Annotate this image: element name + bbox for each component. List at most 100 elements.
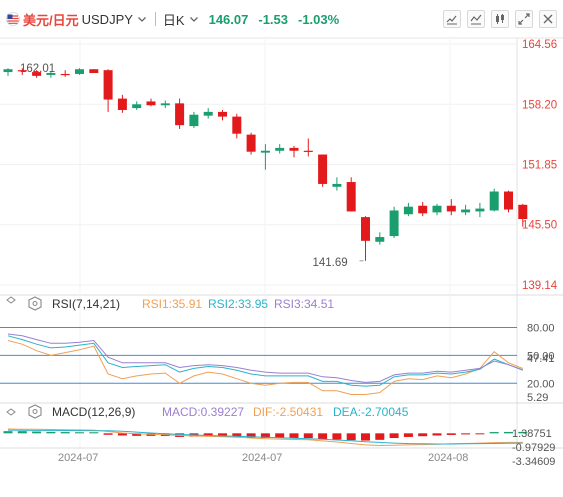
macd-bar [218,433,227,437]
macd-bar [375,433,385,440]
macd-bar [46,431,56,434]
macd-bar [504,431,513,434]
price-tick-label: 139.14 [522,280,558,292]
pair-name-cn[interactable]: 美元/日元 [23,12,79,28]
fullscreen-icon[interactable] [515,10,533,28]
macd-bar [260,433,270,439]
time-axis-label: 2024-07 [242,452,282,464]
candle-body [175,103,185,126]
rsi2-value: RSI2:33.95 [208,297,268,311]
candle-body [60,73,70,76]
price-tick-label: 164.56 [522,39,557,51]
rsi1-value: RSI1:35.91 [142,297,202,311]
candle-body [518,204,528,220]
candle-body [89,69,99,74]
candle-body [46,73,56,75]
macd-bar [346,433,356,441]
dif-value: DIF:-2.50431 [253,405,323,419]
candle-body [461,209,471,213]
candle-body [218,111,227,117]
rsi3-value: RSI3:34.51 [274,297,334,311]
price-tick-label: 151.85 [522,160,557,172]
price-change-pct: -1.03% [298,11,340,27]
candle-body [17,70,27,72]
us-flag-icon [6,12,20,26]
pair-code[interactable]: USDJPY [81,11,133,27]
macd-bar [518,431,528,434]
macd-tick-label: 1.38751 [512,428,552,440]
time-axis-label: 2024-07 [58,452,98,464]
settings-icon [28,404,42,419]
macd-bar [403,433,413,437]
rsi-tick-label: 47.41 [527,353,555,365]
macd-bar [318,433,328,440]
chevron-down-icon[interactable] [189,14,199,24]
macd-bar [246,433,256,438]
price-tick-label: 158.20 [522,99,557,111]
candle-body [403,206,413,215]
candle-body [475,208,485,212]
macd-bar [32,431,42,434]
macd-bar [303,433,313,439]
indicator-icon[interactable] [467,10,485,28]
candle-body [160,103,170,106]
candle-body [117,98,127,110]
candle-body [375,237,385,242]
macd-bar [89,432,99,434]
high-annotation: 162.01 [20,63,55,75]
macd-bar [289,433,299,439]
macd-bar [361,433,370,441]
candle-body [32,72,42,76]
price-tick-label: 145.50 [522,220,557,232]
candle-body [389,210,399,237]
candle-body [489,191,499,211]
candle-body [232,116,242,134]
rsi-line-3 [7,333,523,383]
rsi-tick-label: 20.00 [527,378,555,390]
eye-icon [6,408,16,416]
rsi-tick-label: 50.00 [527,350,555,362]
chart-toolbar [443,10,557,28]
macd-bar [203,433,213,437]
macd-bar [232,433,242,437]
candle-body [318,154,328,184]
macd-bar [275,433,285,439]
close-icon[interactable] [539,10,557,28]
candle-body [303,150,313,152]
candle-body [275,147,285,151]
macd-bar [117,433,127,436]
candle-body [346,182,356,212]
chart-type-icon[interactable] [491,10,509,28]
divider [154,12,156,26]
candle-body [75,69,84,74]
macd-bar [332,433,342,440]
dea-value: DEA:-2.70045 [333,405,409,419]
macd-bar [60,432,70,434]
settings-icon-center [32,301,38,306]
chevron-down-icon[interactable] [137,14,147,24]
macd-value: MACD:0.39227 [162,405,244,419]
macd-bar [432,433,442,436]
candle-body [432,205,442,213]
candle-body [446,205,456,212]
macd-bar [132,433,142,436]
macd-bar [3,431,13,434]
macd-bar [461,433,471,435]
rsi-line-1 [7,340,523,395]
macd-label: MACD(12,26,9) [52,405,135,419]
settings-icon [28,296,42,311]
candle-body [332,183,342,187]
candle-body [260,150,270,153]
rsi-label: RSI(7,14,21) [52,297,120,311]
low-annotation: 141.69 [313,257,348,269]
candle-body [246,134,256,152]
macd-bar [389,433,399,439]
draw-line-icon[interactable] [443,10,461,28]
candle-body [103,70,113,100]
settings-icon-center [32,409,38,414]
candle-body [418,205,428,214]
period-selector[interactable]: 日K [162,12,185,28]
candle-body [504,191,513,210]
chart-header: 美元/日元 USDJPY 日K 146.07 -1.53 -1.03% [0,0,563,38]
candle-body [289,147,299,151]
